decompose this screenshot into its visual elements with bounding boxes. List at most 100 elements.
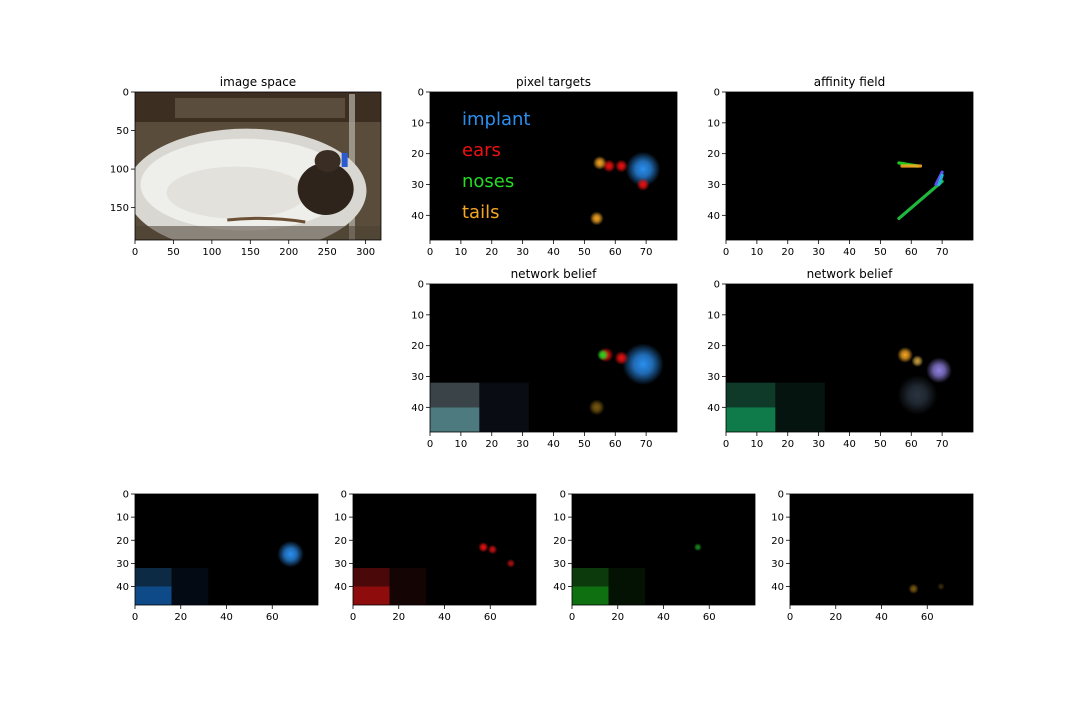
x-tick-label: 40 bbox=[875, 612, 888, 623]
y-tick-label: 20 bbox=[707, 341, 720, 352]
legend: implant ears noses tails bbox=[462, 109, 530, 223]
keypoint-blob bbox=[911, 355, 924, 368]
x-tick-label: 60 bbox=[609, 247, 622, 258]
y-tick-label: 30 bbox=[334, 559, 347, 570]
x-tick-label: 40 bbox=[547, 439, 560, 450]
panel-channel-ears: 0 20 40 60 0 10 20 30 40 bbox=[334, 490, 537, 623]
x-tick-label: 100 bbox=[202, 247, 221, 258]
x-tick-label: 0 bbox=[787, 612, 793, 623]
y-tick-label: 0 bbox=[714, 280, 720, 291]
heatmap-block bbox=[430, 382, 480, 408]
plot-area bbox=[135, 494, 318, 605]
panel-pixel-targets: pixel targets 0 10 20 30 40 50 60 70 0 10 20 30 40 bbox=[411, 75, 678, 258]
y-tick-label: 20 bbox=[411, 341, 424, 352]
heatmap-block bbox=[353, 586, 390, 605]
y-tick-label: 0 bbox=[418, 280, 424, 291]
keypoint-blob bbox=[926, 357, 952, 384]
panel-title: image space bbox=[220, 75, 296, 89]
keypoint-blob bbox=[625, 151, 661, 187]
panel-network-belief-2: network belief 0 10 20 30 40 50 60 70 0 10 20 30 40 bbox=[707, 267, 974, 450]
y-tick-label: 40 bbox=[411, 211, 424, 222]
y-tick-label: 30 bbox=[411, 372, 424, 383]
x-tick-label: 50 bbox=[167, 247, 180, 258]
x-tick-label: 30 bbox=[516, 247, 529, 258]
x-tick-label: 70 bbox=[936, 439, 949, 450]
heatmap-block bbox=[353, 568, 390, 587]
keypoint-blob bbox=[897, 375, 938, 415]
x-tick-label: 300 bbox=[356, 247, 375, 258]
y-tick-label: 150 bbox=[110, 203, 129, 214]
x-tick-label: 0 bbox=[132, 612, 138, 623]
y-tick-label: 20 bbox=[334, 536, 347, 547]
y-tick-label: 30 bbox=[553, 559, 566, 570]
legend-entry: tails bbox=[462, 202, 499, 223]
axes-frame bbox=[134, 91, 382, 241]
panel-title: affinity field bbox=[814, 75, 885, 89]
keypoint-blob bbox=[614, 351, 629, 365]
heatmap-block bbox=[171, 568, 209, 605]
keypoint-blob bbox=[277, 540, 304, 568]
panel-channel-tails: 0 20 40 60 0 10 20 30 40 bbox=[771, 490, 974, 623]
x-tick-label: 10 bbox=[455, 247, 468, 258]
photo-mouse-head bbox=[314, 149, 341, 172]
x-tick-label: 40 bbox=[547, 247, 560, 258]
keypoint-blob bbox=[592, 156, 607, 170]
keypoint-blob bbox=[937, 582, 945, 591]
y-tick-label: 30 bbox=[707, 180, 720, 191]
x-tick-label: 70 bbox=[640, 247, 653, 258]
x-tick-label: 60 bbox=[921, 612, 934, 623]
plot-area bbox=[790, 494, 973, 605]
x-tick-label: 60 bbox=[703, 612, 716, 623]
y-tick-label: 10 bbox=[334, 513, 347, 524]
legend-entry: implant bbox=[462, 109, 530, 130]
x-tick-label: 0 bbox=[723, 247, 729, 258]
keypoint-blob bbox=[693, 543, 702, 552]
x-tick-label: 0 bbox=[427, 247, 433, 258]
panel-title: network belief bbox=[807, 267, 894, 281]
x-tick-label: 50 bbox=[578, 247, 591, 258]
x-tick-label: 60 bbox=[266, 612, 279, 623]
y-tick-label: 100 bbox=[110, 165, 129, 176]
y-tick-label: 30 bbox=[116, 559, 129, 570]
x-tick-label: 40 bbox=[657, 612, 670, 623]
y-tick-label: 50 bbox=[116, 126, 129, 137]
x-tick-label: 50 bbox=[874, 439, 887, 450]
y-tick-label: 0 bbox=[778, 490, 784, 501]
photo-bottom-shadow bbox=[135, 226, 381, 240]
x-tick-label: 0 bbox=[569, 612, 575, 623]
keypoint-blob bbox=[897, 347, 913, 363]
x-tick-label: 60 bbox=[905, 439, 918, 450]
y-tick-label: 30 bbox=[411, 180, 424, 191]
y-tick-label: 0 bbox=[418, 88, 424, 99]
y-tick-label: 10 bbox=[707, 118, 720, 129]
y-tick-label: 40 bbox=[116, 582, 129, 593]
y-tick-label: 40 bbox=[707, 403, 720, 414]
panel-title: network belief bbox=[511, 267, 598, 281]
panel-affinity-field: affinity field 0 10 20 30 40 50 60 70 0 10 20 30 40 bbox=[707, 75, 974, 258]
affinity-segment bbox=[897, 179, 944, 221]
y-tick-label: 30 bbox=[771, 559, 784, 570]
x-tick-label: 10 bbox=[455, 439, 468, 450]
heatmap-block bbox=[775, 382, 825, 432]
heatmap-block bbox=[726, 407, 776, 432]
x-tick-label: 50 bbox=[874, 247, 887, 258]
legend-entry: ears bbox=[462, 140, 501, 161]
x-tick-label: 40 bbox=[843, 247, 856, 258]
keypoint-blob bbox=[487, 544, 498, 555]
legend-entry: noses bbox=[462, 171, 514, 192]
keypoint-blob bbox=[596, 348, 609, 361]
x-tick-label: 150 bbox=[241, 247, 260, 258]
x-tick-label: 30 bbox=[516, 439, 529, 450]
x-tick-label: 30 bbox=[812, 439, 825, 450]
x-tick-label: 200 bbox=[279, 247, 298, 258]
photo-implant bbox=[341, 152, 348, 167]
panel-channel-noses: 0 20 40 60 0 10 20 30 40 bbox=[553, 490, 756, 623]
x-tick-label: 30 bbox=[812, 247, 825, 258]
panel-network-belief-1: network belief 0 10 20 30 40 50 60 70 0 10 20 30 40 bbox=[411, 267, 678, 450]
y-tick-label: 10 bbox=[707, 310, 720, 321]
heatmap-block bbox=[608, 568, 646, 605]
heatmap-background bbox=[726, 92, 973, 240]
plot-area bbox=[430, 92, 677, 240]
x-tick-label: 0 bbox=[427, 439, 433, 450]
plot-area bbox=[572, 494, 755, 605]
